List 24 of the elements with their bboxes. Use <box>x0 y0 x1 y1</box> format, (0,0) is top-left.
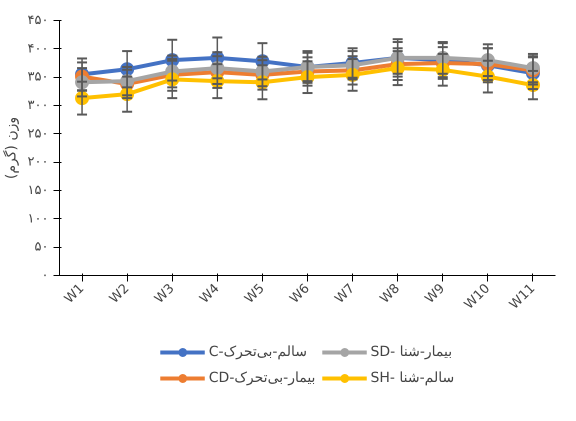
x-tick-label: W3 <box>152 281 178 307</box>
legend-label: C-سالم-بی‌تحرک <box>208 344 308 360</box>
y-tick-label: ۱۵۰ <box>28 183 49 198</box>
y-tick-label: ۴۰۰ <box>28 41 49 56</box>
legend-label: CD-بیمار-بی‌تحرک <box>208 370 316 386</box>
y-tick-label: ۲۰۰ <box>28 154 49 170</box>
legend-label: SH- سالم-شنا <box>370 370 454 386</box>
x-tick-label: W7 <box>332 281 358 307</box>
y-tick-label: ۵۰ <box>34 240 49 255</box>
y-tick-label: ۴۵۰ <box>28 13 49 28</box>
x-tick-label: W4 <box>197 281 223 307</box>
x-tick-label: W2 <box>106 281 132 307</box>
y-tick-label: ۰ <box>42 268 48 283</box>
y-tick-label: ۲۵۰ <box>28 126 49 142</box>
x-tick-label: W5 <box>242 281 268 307</box>
y-axis-title: وزن (گرم) <box>2 116 20 180</box>
y-tick-label: ۳۰۰ <box>28 98 49 113</box>
x-tick-label: W1 <box>62 281 88 307</box>
y-tick-label: ۱۰۰ <box>28 211 49 226</box>
y-tick-label: ۳۵۰ <box>28 70 49 85</box>
x-tick-label: W8 <box>377 281 403 307</box>
legend-label: SD- بیمار-شنا <box>370 344 452 360</box>
x-tick-label: W6 <box>287 281 313 307</box>
x-tick-label: W9 <box>422 281 448 307</box>
